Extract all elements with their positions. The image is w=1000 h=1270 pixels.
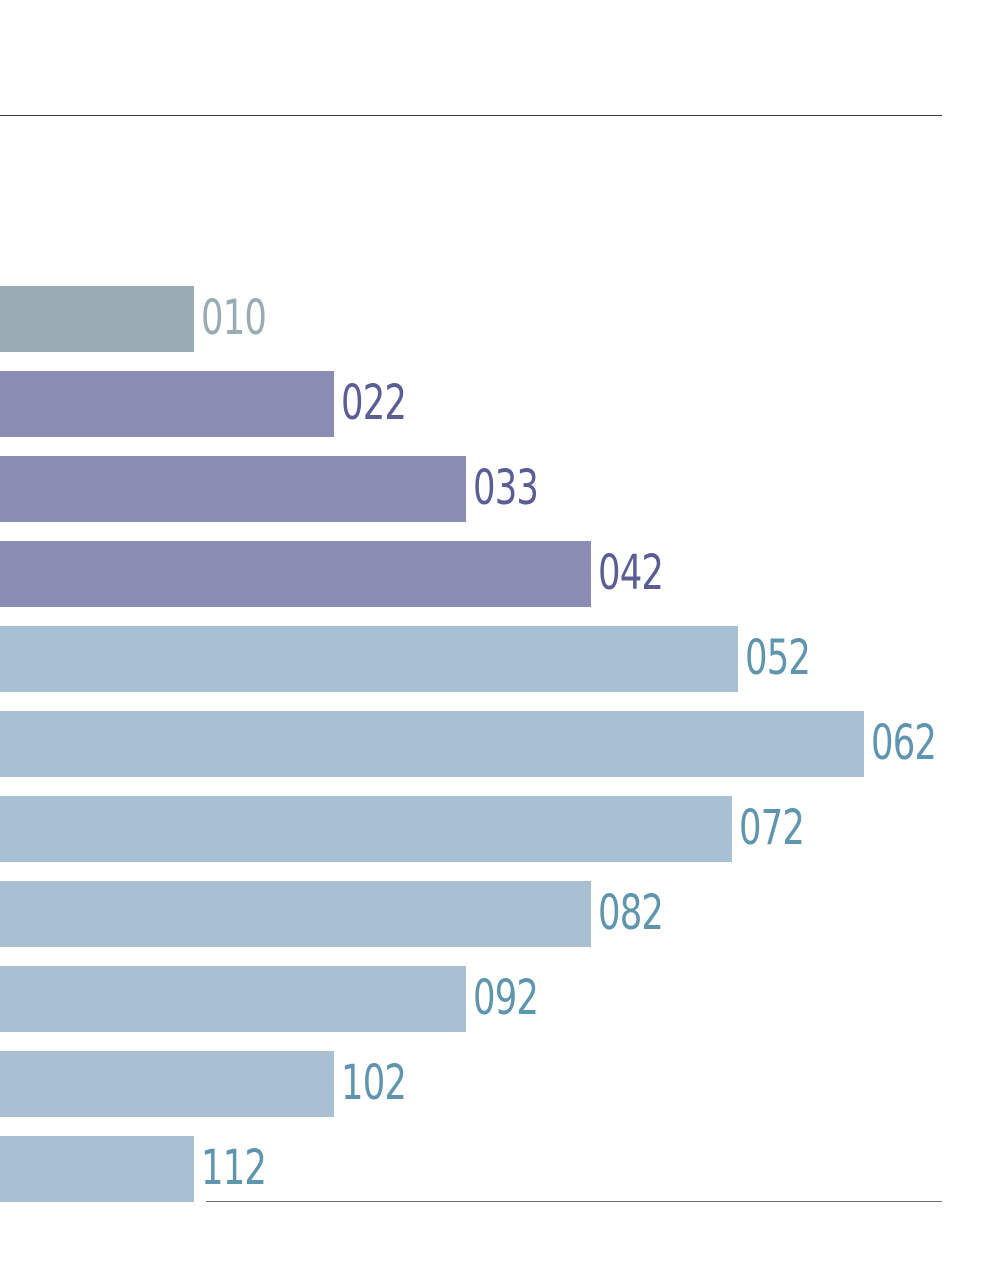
bar-052 [0,626,738,692]
bar-082 [0,881,591,947]
bar-label-052: 052 [745,630,811,686]
bar-label-092: 092 [473,970,539,1026]
bar-033 [0,456,466,522]
bar-label-112: 112 [201,1140,267,1196]
bar-label-042: 042 [598,545,664,601]
bottom-divider [206,1201,942,1202]
bar-label-102: 102 [341,1055,407,1111]
bar-022 [0,371,334,437]
bar-label-072: 072 [739,800,805,856]
bar-label-033: 033 [473,460,539,516]
bar-label-010: 010 [201,290,267,346]
bar-102 [0,1051,334,1117]
bar-042 [0,541,591,607]
bar-062 [0,711,864,777]
bar-label-082: 082 [598,885,664,941]
bar-072 [0,796,732,862]
bar-010 [0,286,194,352]
bar-label-022: 022 [341,375,407,431]
bar-112 [0,1136,194,1202]
bar-092 [0,966,466,1032]
bar-label-062: 062 [871,715,937,771]
top-divider [0,115,942,116]
